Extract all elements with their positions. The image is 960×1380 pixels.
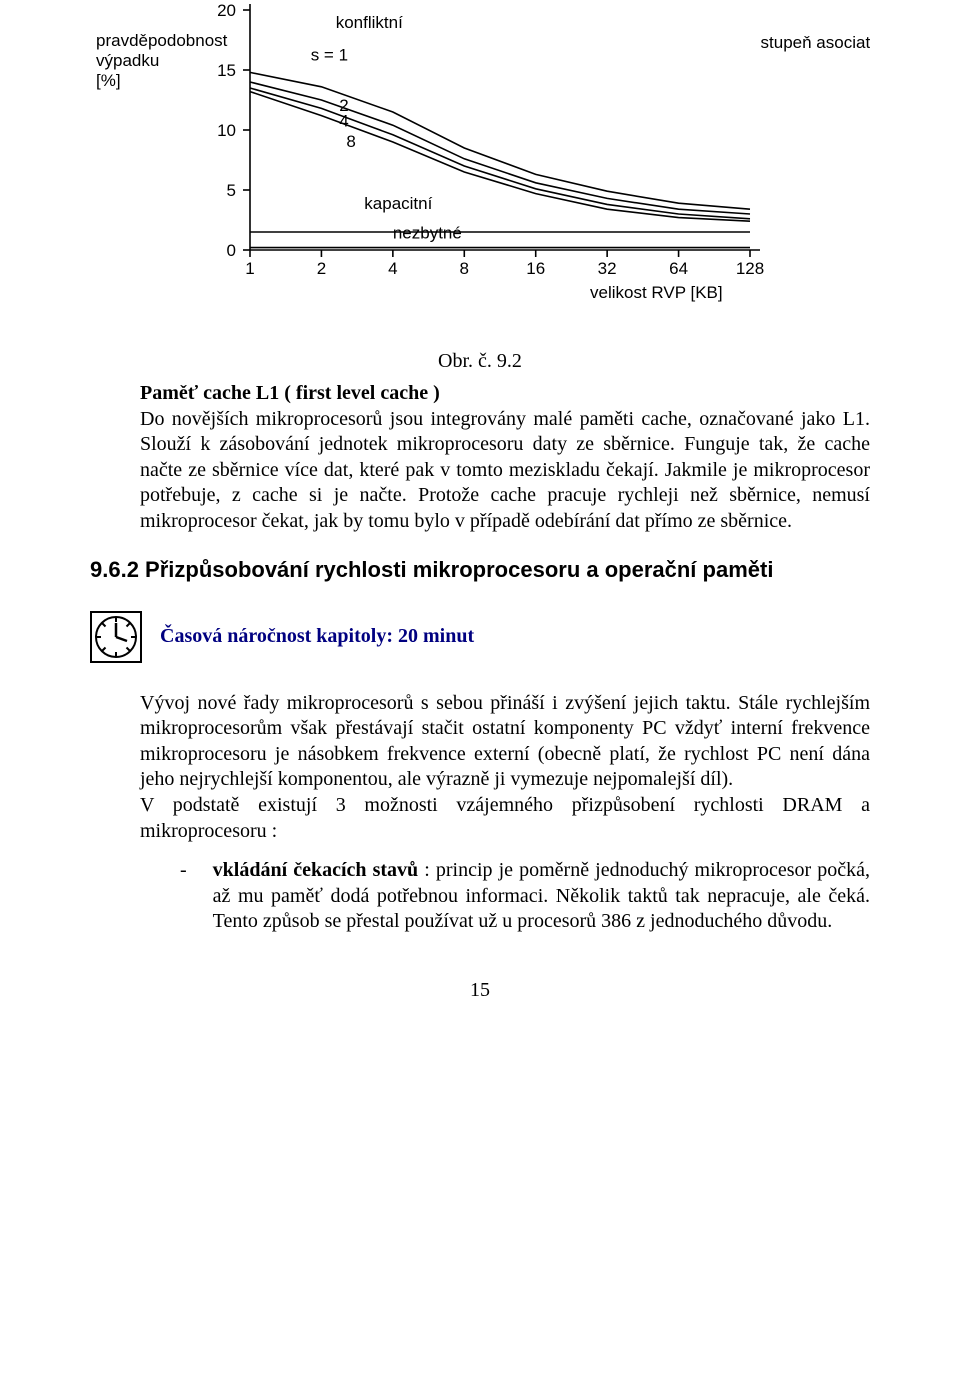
time-row: Časová náročnost kapitoly: 20 minut bbox=[90, 611, 870, 663]
svg-text:64: 64 bbox=[669, 259, 688, 278]
cache-l1-title: Paměť cache L1 ( first level cache ) bbox=[140, 382, 440, 404]
svg-text:4: 4 bbox=[339, 111, 348, 130]
svg-text:s = 1: s = 1 bbox=[311, 45, 348, 64]
svg-text:[%]: [%] bbox=[96, 71, 121, 90]
svg-text:nezbytné: nezbytné bbox=[393, 224, 462, 243]
figure-caption: Obr. č. 9.2 bbox=[90, 350, 870, 373]
svg-text:8: 8 bbox=[460, 259, 469, 278]
svg-text:5: 5 bbox=[227, 181, 236, 200]
svg-text:32: 32 bbox=[598, 259, 617, 278]
svg-text:0: 0 bbox=[227, 241, 236, 260]
cache-l1-block: Paměť cache L1 ( first level cache ) Do … bbox=[140, 381, 870, 535]
body-p1: Vývoj nové řady mikroprocesorů s sebou p… bbox=[140, 691, 870, 793]
body-p2: V podstatě existují 3 možnosti vzájemnéh… bbox=[140, 793, 870, 844]
svg-text:kapacitní: kapacitní bbox=[364, 194, 432, 213]
page-root: 051015201248163264128pravděpodobnostvýpa… bbox=[0, 0, 960, 1042]
section-heading: 9.6.2 Přizpůsobování rychlosti mikroproc… bbox=[90, 557, 870, 583]
list-item-lead: vkládání čekacích stavů bbox=[213, 859, 419, 881]
svg-text:konfliktní: konfliktní bbox=[336, 13, 403, 32]
svg-text:15: 15 bbox=[217, 61, 236, 80]
chart-container: 051015201248163264128pravděpodobnostvýpa… bbox=[90, 0, 870, 320]
svg-text:20: 20 bbox=[217, 1, 236, 20]
svg-text:10: 10 bbox=[217, 121, 236, 140]
svg-text:2: 2 bbox=[317, 259, 326, 278]
time-note: Časová náročnost kapitoly: 20 minut bbox=[160, 625, 474, 648]
list-item: - vkládání čekacích stavů : princip je p… bbox=[180, 858, 870, 935]
svg-text:8: 8 bbox=[346, 132, 355, 151]
list-block: - vkládání čekacích stavů : princip je p… bbox=[180, 858, 870, 935]
svg-text:velikost RVP [KB]: velikost RVP [KB] bbox=[590, 283, 723, 302]
svg-text:128: 128 bbox=[736, 259, 764, 278]
svg-text:výpadku: výpadku bbox=[96, 51, 159, 70]
list-dash: - bbox=[180, 858, 187, 935]
svg-text:4: 4 bbox=[388, 259, 397, 278]
chart-svg: 051015201248163264128pravděpodobnostvýpa… bbox=[90, 0, 870, 320]
svg-text:stupeň asociativity: stupeň asociativity bbox=[761, 33, 870, 52]
svg-text:16: 16 bbox=[526, 259, 545, 278]
list-text: vkládání čekacích stavů : princip je pom… bbox=[213, 858, 870, 935]
clock-icon bbox=[90, 611, 142, 663]
svg-text:1: 1 bbox=[245, 259, 254, 278]
cache-l1-body: Do novějších mikroprocesorů jsou integro… bbox=[140, 408, 870, 532]
svg-text:pravděpodobnost: pravděpodobnost bbox=[96, 31, 228, 50]
page-number: 15 bbox=[90, 979, 870, 1002]
